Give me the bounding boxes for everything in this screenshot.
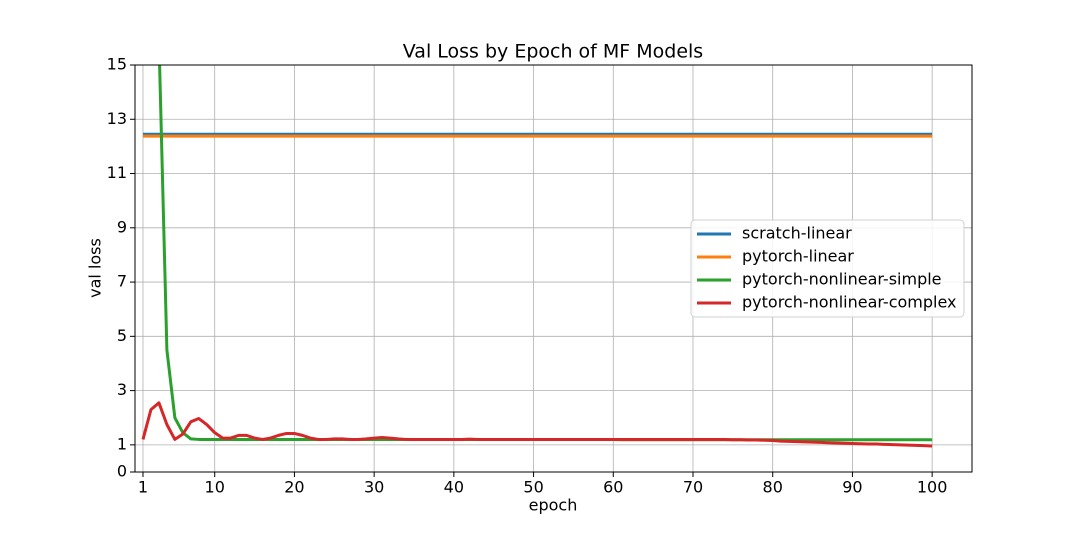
legend-label: pytorch-linear (742, 247, 854, 266)
x-tick-label: 100 (917, 478, 948, 497)
y-tick-label: 15 (107, 55, 127, 74)
x-tick-label: 10 (205, 478, 225, 497)
x-tick-label: 40 (444, 478, 464, 497)
y-tick-label: 0 (117, 462, 127, 481)
x-tick-label: 60 (603, 478, 623, 497)
series-line (141, 401, 933, 448)
y-tick-label: 13 (107, 109, 127, 128)
x-tick-label: 80 (763, 478, 783, 497)
y-tick-label: 1 (117, 434, 127, 453)
y-tick-label: 9 (117, 217, 127, 236)
x-tick-label: 20 (284, 478, 304, 497)
legend-box (690, 219, 965, 318)
x-tick-label: 1 (138, 478, 148, 497)
chart-title: Val Loss by Epoch of MF Models (403, 41, 703, 63)
legend-label: scratch-linear (742, 224, 852, 243)
legend-label: pytorch-nonlinear-simple (742, 270, 942, 289)
y-tick-label: 5 (117, 326, 127, 345)
x-tick-label: 30 (364, 478, 384, 497)
plot-lines (141, 65, 933, 448)
y-tick-label: 11 (107, 163, 127, 182)
legend-label: pytorch-nonlinear-complex (742, 293, 957, 312)
y-axis-label: val loss (86, 238, 105, 298)
x-tick-label: 50 (523, 478, 543, 497)
y-tick-label: 3 (117, 380, 127, 399)
y-tick-label: 7 (117, 272, 127, 291)
plot-frame (134, 64, 973, 473)
x-tick-label: 90 (842, 478, 862, 497)
x-axis-label: epoch (529, 496, 578, 515)
legend: scratch-linear pytorch-linear pytorch-nonl… (690, 219, 965, 318)
x-tick-label: 70 (683, 478, 703, 497)
